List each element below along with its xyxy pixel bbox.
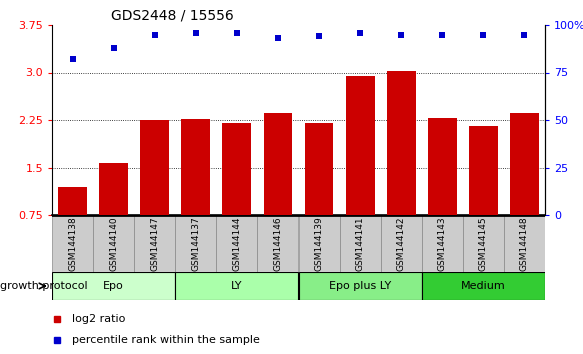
Text: GSM144137: GSM144137 [191,217,201,272]
Bar [99,163,128,215]
Text: GSM144142: GSM144142 [396,217,406,271]
Bar [510,113,539,215]
Bar [298,272,422,300]
Bar [428,118,456,215]
Point [356,30,365,35]
Point [438,32,447,37]
Text: GSM144145: GSM144145 [479,217,488,271]
Point [314,34,324,39]
Bar [504,215,545,272]
Point [191,30,201,35]
Text: GDS2448 / 15556: GDS2448 / 15556 [111,8,234,22]
Text: GSM144147: GSM144147 [150,217,159,271]
Bar [93,215,134,272]
Text: log2 ratio: log2 ratio [72,314,125,324]
Point [479,32,488,37]
Text: GSM144143: GSM144143 [438,217,447,271]
Bar [52,215,93,272]
Text: GSM144144: GSM144144 [233,217,241,271]
Text: growth protocol: growth protocol [0,281,87,291]
Bar [381,215,422,272]
Point [273,35,283,41]
Bar [346,76,374,215]
Bar [216,215,258,272]
Point [396,32,406,37]
Point [520,32,529,37]
Bar [52,272,175,300]
Bar [264,113,292,215]
Text: Medium: Medium [461,281,505,291]
Bar [134,215,175,272]
Bar [141,120,169,215]
Text: GSM144148: GSM144148 [520,217,529,271]
Text: GSM144141: GSM144141 [356,217,364,271]
Bar [223,123,251,215]
Bar [463,215,504,272]
Text: LY: LY [231,281,243,291]
Text: Epo plus LY: Epo plus LY [329,281,391,291]
Bar [298,215,339,272]
Text: GSM144139: GSM144139 [315,217,324,272]
Bar [175,272,298,300]
Bar [469,126,498,215]
Bar [305,123,333,215]
Bar [422,215,463,272]
Point [150,32,159,37]
Text: Epo: Epo [103,281,124,291]
Bar [422,272,545,300]
Text: percentile rank within the sample: percentile rank within the sample [72,335,259,345]
Text: GSM144140: GSM144140 [109,217,118,271]
Bar [258,215,298,272]
Point [68,56,77,62]
Bar [181,119,210,215]
Bar [175,215,216,272]
Bar [387,70,416,215]
Point [232,30,241,35]
Text: GSM144146: GSM144146 [273,217,282,271]
Point [109,45,118,51]
Bar [58,187,87,215]
Bar [339,215,381,272]
Text: GSM144138: GSM144138 [68,217,77,272]
